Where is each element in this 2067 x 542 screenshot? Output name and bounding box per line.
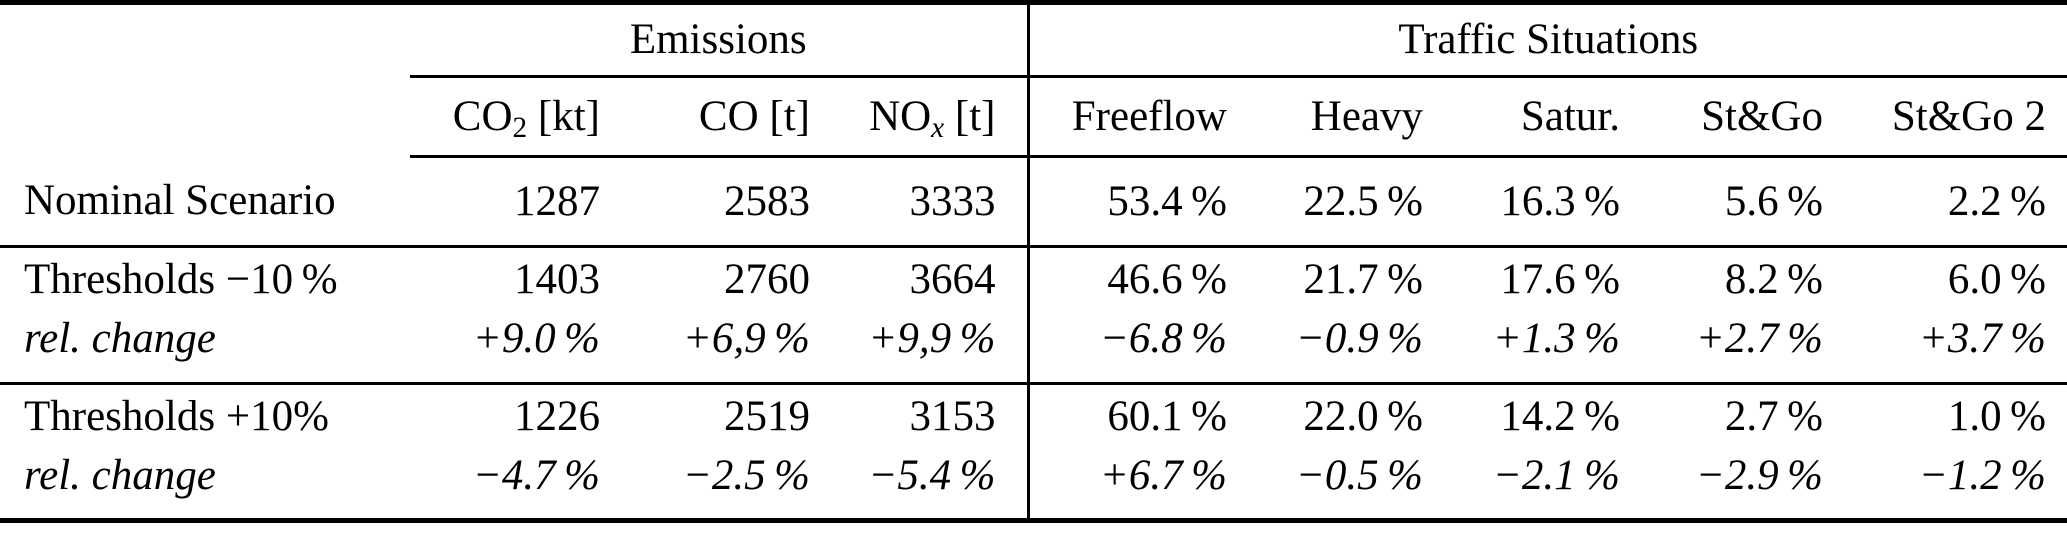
- col-header-nox: NOx [t]: [828, 76, 1030, 158]
- nox-unit: [t]: [944, 92, 996, 140]
- cell-stgo2: 1.0 %: [1947, 392, 2046, 440]
- cell-co: 2519: [724, 392, 810, 440]
- col-header-co2: CO2 [kt]: [410, 76, 618, 158]
- table-row-nominal: Nominal Scenario 1287 2583 3333 53.4 % 2…: [0, 156, 2067, 248]
- cell-freeflow: 53.4 %: [1028, 156, 1245, 248]
- cell-heavy: 22.5 %: [1245, 156, 1441, 248]
- table-row-rel-change-minus-10: rel. change +9.0 % +6,9 % +9,9 % −6.8 % …: [0, 310, 2067, 385]
- table-row-thresholds-minus-10: Thresholds −10 % 1403 2760 3664 46.6 % 2…: [0, 246, 2067, 311]
- cell-co2: 1403: [514, 255, 600, 303]
- cell-freeflow: 60.1 %: [1107, 392, 1227, 440]
- cell-stgo2: 2.2 %: [1841, 156, 2067, 248]
- cell-co: −2.5 %: [682, 451, 810, 499]
- row-label: Thresholds +10%: [24, 392, 329, 440]
- table-row-rel-change-plus-10: rel. change −4.7 % −2.5 % −5.4 % +6.7 % …: [0, 447, 2067, 521]
- cell-stgo2: 6.0 %: [1947, 255, 2046, 303]
- cell-co: 2583: [618, 156, 828, 248]
- cell-satur: 14.2 %: [1500, 392, 1620, 440]
- cell-freeflow: 46.6 %: [1107, 255, 1227, 303]
- empty-corner-cell: [0, 3, 410, 77]
- cell-satur: −2.1 %: [1492, 451, 1620, 499]
- col-header-freeflow: Freeflow: [1028, 76, 1245, 158]
- cell-heavy: 21.7 %: [1303, 255, 1423, 303]
- co2-base: CO: [452, 92, 513, 140]
- co2-subscript: 2: [512, 111, 528, 144]
- cell-heavy: −0.5 %: [1295, 451, 1423, 499]
- group-header-row: Emissions Traffic Situations: [0, 2, 2067, 78]
- cell-stgo: 8.2 %: [1724, 255, 1823, 303]
- cell-co2: +9.0 %: [410, 310, 618, 385]
- cell-stgo: 2.7 %: [1724, 392, 1823, 440]
- cell-satur: 16.3 %: [1441, 156, 1638, 248]
- cell-nox: −5.4 %: [828, 447, 1030, 521]
- cell-stgo2: +3.7 %: [1841, 310, 2067, 385]
- group-header-traffic-situations: Traffic Situations: [1028, 2, 2067, 78]
- row-label: rel. change: [24, 451, 216, 499]
- cell-co2: −4.7 %: [472, 451, 600, 499]
- col-header-satur: Satur.: [1441, 76, 1638, 158]
- nox-subscript: x: [931, 111, 945, 144]
- col-header-heavy: Heavy: [1245, 76, 1441, 158]
- cell-satur: 17.6 %: [1500, 255, 1620, 303]
- col-header-stgo: St&Go: [1638, 76, 1841, 158]
- table-row-thresholds-plus-10: Thresholds +10% 1226 2519 3153 60.1 % 22…: [0, 383, 2067, 448]
- cell-stgo2: −1.2 %: [1918, 451, 2046, 499]
- cell-satur: +1.3 %: [1441, 310, 1638, 385]
- cell-nox: 3333: [828, 156, 1030, 248]
- cell-heavy: −0.9 %: [1245, 310, 1441, 385]
- row-label: Nominal Scenario: [0, 156, 410, 248]
- row-label: rel. change: [0, 310, 410, 385]
- group-header-emissions: Emissions: [410, 2, 1030, 78]
- cell-co2: 1226: [514, 392, 600, 440]
- cell-stgo: +2.7 %: [1638, 310, 1841, 385]
- nox-base: NO: [869, 92, 932, 140]
- cell-heavy: 22.0 %: [1303, 392, 1423, 440]
- cell-co2: 1287: [410, 156, 618, 248]
- empty-header-cell: [0, 77, 410, 157]
- col-header-co: CO [t]: [618, 76, 828, 158]
- cell-co: 2760: [724, 255, 810, 303]
- cell-nox: 3153: [828, 383, 1030, 448]
- cell-stgo: −2.9 %: [1695, 451, 1823, 499]
- cell-nox: 3664: [828, 246, 1030, 311]
- row-label: Thresholds −10 %: [24, 255, 338, 303]
- column-header-row: CO2 [kt] CO [t] NOx [t] Freeflow Heavy S…: [0, 76, 2067, 158]
- scenario-results-table: Emissions Traffic Situations CO2 [kt] CO…: [0, 0, 2067, 523]
- cell-freeflow: +6.7 %: [1099, 451, 1227, 499]
- cell-co: +6,9 %: [618, 310, 828, 385]
- col-header-stgo2: St&Go 2: [1841, 76, 2067, 158]
- co2-unit: [kt]: [527, 92, 600, 140]
- cell-stgo: 5.6 %: [1638, 156, 1841, 248]
- cell-nox: +9,9 %: [828, 310, 1030, 385]
- cell-freeflow: −6.8 %: [1028, 310, 1245, 385]
